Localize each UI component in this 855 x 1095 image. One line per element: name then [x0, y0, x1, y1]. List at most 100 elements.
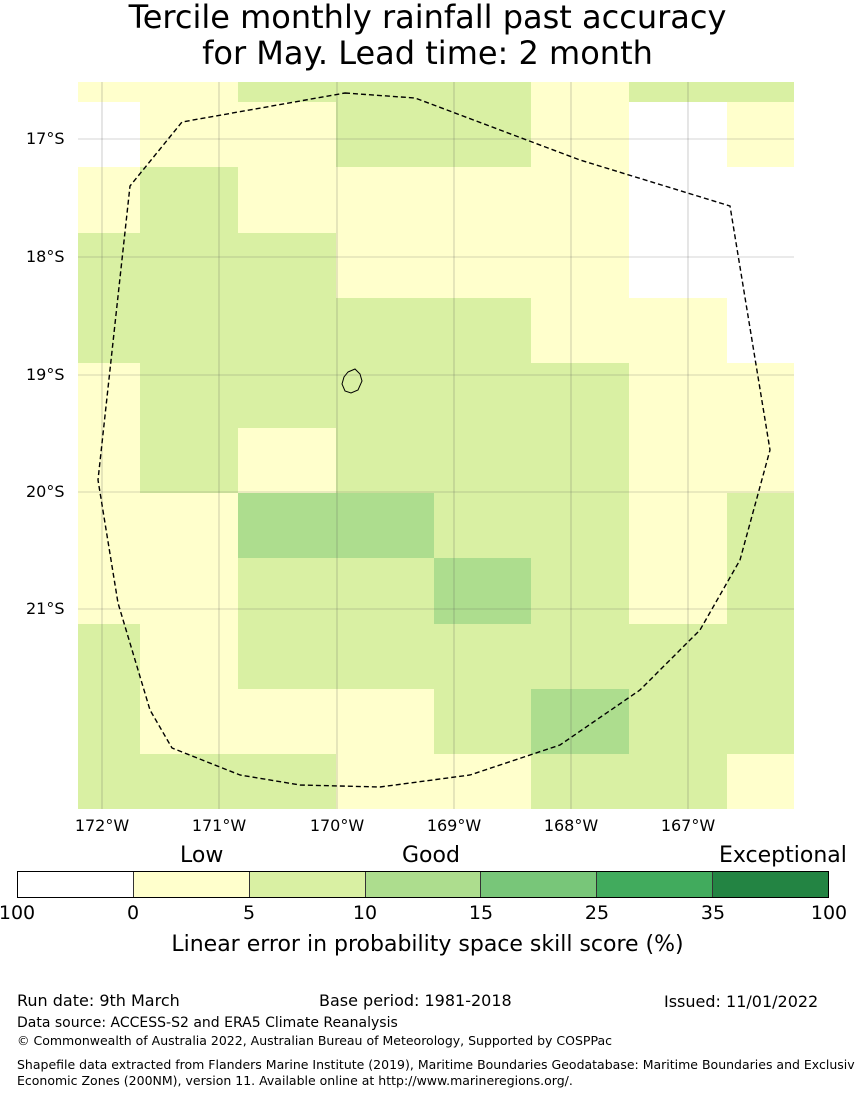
skill-cell — [531, 428, 629, 493]
skill-cell — [140, 689, 238, 754]
skill-cell — [238, 298, 336, 363]
skill-cell — [78, 754, 140, 809]
colorbar-tick: 5 — [242, 902, 256, 924]
skill-cell — [336, 428, 434, 493]
skill-cell — [727, 428, 794, 493]
skill-cell — [531, 689, 629, 754]
skill-cell — [140, 233, 238, 298]
colorbar-tick: 100 — [810, 902, 848, 924]
skill-cell — [336, 167, 434, 233]
skill-cell — [629, 754, 727, 809]
skill-cell — [727, 624, 794, 689]
skill-cell — [238, 363, 336, 428]
skill-cell — [531, 754, 629, 809]
skill-cell — [140, 558, 238, 624]
lon-label-172w: 172°W — [74, 816, 130, 835]
skill-cell — [629, 102, 727, 167]
skill-cell — [434, 428, 531, 493]
skill-cell — [336, 298, 434, 363]
skill-grid — [78, 82, 794, 809]
colorbar-tick: 25 — [584, 902, 610, 924]
colorbar-tick: 0 — [126, 902, 140, 924]
skill-cell — [629, 167, 727, 233]
skill-cell — [531, 167, 629, 233]
colorbar-segment — [249, 872, 366, 897]
colorbar-label: Linear error in probability space skill … — [171, 932, 684, 957]
skill-cell — [78, 493, 140, 558]
skill-cell — [531, 493, 629, 558]
skill-cell — [336, 754, 434, 809]
colorbar-segment — [18, 872, 134, 897]
base-period: Base period: 1981-2018 — [319, 991, 512, 1010]
lat-label-17s: 17°S — [26, 129, 65, 148]
colorbar-tick: 10 — [352, 902, 378, 924]
copyright: © Commonwealth of Australia 2022, Austra… — [17, 1033, 612, 1048]
skill-cell — [238, 428, 336, 493]
skill-cell — [140, 82, 238, 102]
skill-cell — [336, 233, 434, 298]
skill-cell — [336, 493, 434, 558]
skill-cell — [531, 558, 629, 624]
skill-cell — [629, 428, 727, 493]
skill-cell — [629, 493, 727, 558]
map-title: Tercile monthly rainfall past accuracy f… — [0, 0, 855, 71]
skill-cell — [531, 82, 629, 102]
skill-cell — [531, 233, 629, 298]
shapefile-credit-1: Shapefile data extracted from Flanders M… — [17, 1057, 855, 1072]
skill-cell — [434, 102, 531, 167]
lat-label-19s: 19°S — [26, 365, 65, 384]
skill-cell — [238, 82, 336, 102]
colorbar-tick: 15 — [468, 902, 494, 924]
skill-cell — [140, 624, 238, 689]
colorbar-segment — [365, 872, 482, 897]
graticule — [78, 82, 794, 809]
skill-cell — [336, 689, 434, 754]
skill-cell — [629, 233, 727, 298]
skill-cell — [140, 298, 238, 363]
skill-map — [78, 82, 794, 809]
category-low: Low — [180, 843, 224, 868]
skill-cell — [140, 167, 238, 233]
skill-cell — [727, 233, 794, 298]
skill-cell — [531, 624, 629, 689]
skill-cell — [140, 363, 238, 428]
colorbar-segment — [713, 872, 829, 897]
skill-cell — [78, 102, 140, 167]
skill-cell — [140, 428, 238, 493]
skill-cell — [434, 493, 531, 558]
skill-cell — [238, 167, 336, 233]
skill-cell — [434, 298, 531, 363]
skill-cell — [336, 363, 434, 428]
skill-cell — [238, 558, 336, 624]
skill-cell — [434, 689, 531, 754]
skill-cell — [531, 298, 629, 363]
skill-cell — [140, 102, 238, 167]
skill-cell — [78, 82, 140, 102]
category-exceptional: Exceptional — [719, 843, 847, 868]
skill-cell — [727, 493, 794, 558]
skill-cell — [238, 233, 336, 298]
skill-cell — [238, 102, 336, 167]
skill-cell — [78, 363, 140, 428]
skill-cell — [140, 754, 238, 809]
skill-cell — [434, 233, 531, 298]
colorbar-tick: 35 — [700, 902, 726, 924]
colorbar-segment — [133, 872, 250, 897]
skill-cell — [629, 82, 727, 102]
skill-cell — [727, 167, 794, 233]
skill-cell — [434, 754, 531, 809]
lon-label-168w: 168°W — [543, 816, 599, 835]
title-line-2: for May. Lead time: 2 month — [202, 34, 653, 72]
skill-cell — [434, 558, 531, 624]
skill-cell — [629, 689, 727, 754]
lat-label-21s: 21°S — [26, 599, 65, 618]
category-good: Good — [402, 843, 460, 868]
skill-cell — [78, 689, 140, 754]
niue-island-outline — [341, 368, 363, 394]
skill-cell — [727, 689, 794, 754]
skill-cell — [727, 754, 794, 809]
skill-cell — [434, 624, 531, 689]
data-source: Data source: ACCESS-S2 and ERA5 Climate … — [17, 1015, 398, 1031]
skill-cell — [531, 363, 629, 428]
skill-cell — [727, 298, 794, 363]
